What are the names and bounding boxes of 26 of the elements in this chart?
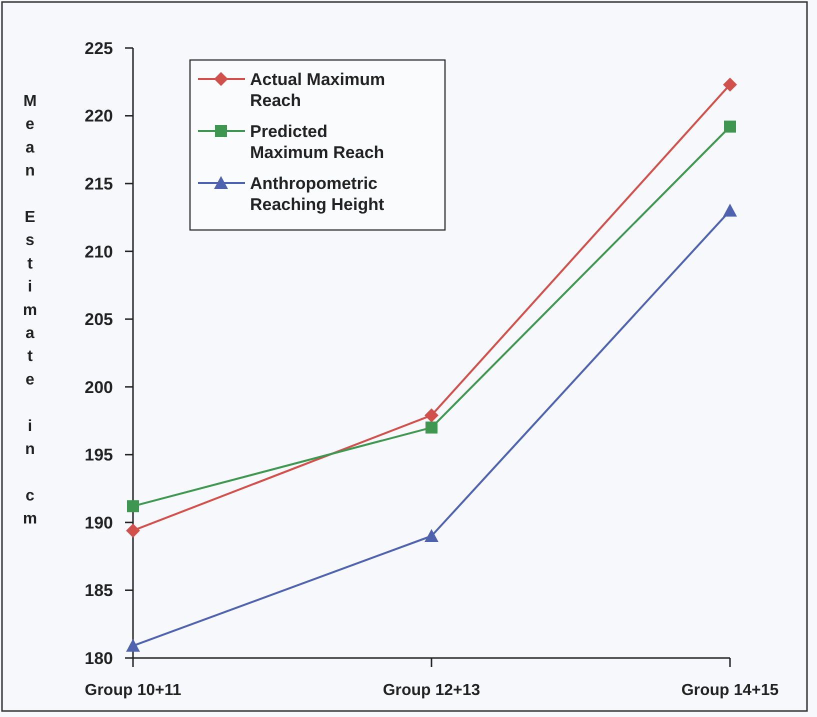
point (126, 638, 140, 652)
text: Mean Estimate in cm (22, 93, 38, 528)
point (424, 408, 438, 422)
y-tick-label: 180 (84, 648, 113, 668)
point (724, 120, 736, 133)
point (126, 524, 140, 538)
y-tick-label: 195 (84, 446, 113, 465)
point (127, 500, 139, 512)
point (723, 78, 737, 92)
x-tick-label: Group 10+11 (84, 682, 182, 699)
y-tick-label: 215 (84, 174, 113, 194)
y-tick-label: 205 (84, 310, 113, 330)
point (424, 529, 438, 542)
point (426, 422, 438, 434)
y-tick-label: 220 (84, 106, 113, 126)
x-tick-label: Group 12+13 (382, 682, 480, 699)
y-tick-label: 190 (84, 513, 113, 532)
point (723, 204, 737, 217)
x-tick-label: Group 14+15 (681, 682, 779, 699)
y-tick-label: 200 (84, 378, 113, 397)
legend-label: Predicted Maximum Reach (250, 122, 384, 162)
legend-label: Actual Maximum Reach (250, 70, 386, 110)
y-tick-label: 185 (84, 581, 113, 600)
y-tick-label: 210 (84, 242, 113, 262)
legend-label: Anthropometric Reaching Height (250, 174, 384, 214)
y-tick-label: 225 (84, 38, 113, 58)
